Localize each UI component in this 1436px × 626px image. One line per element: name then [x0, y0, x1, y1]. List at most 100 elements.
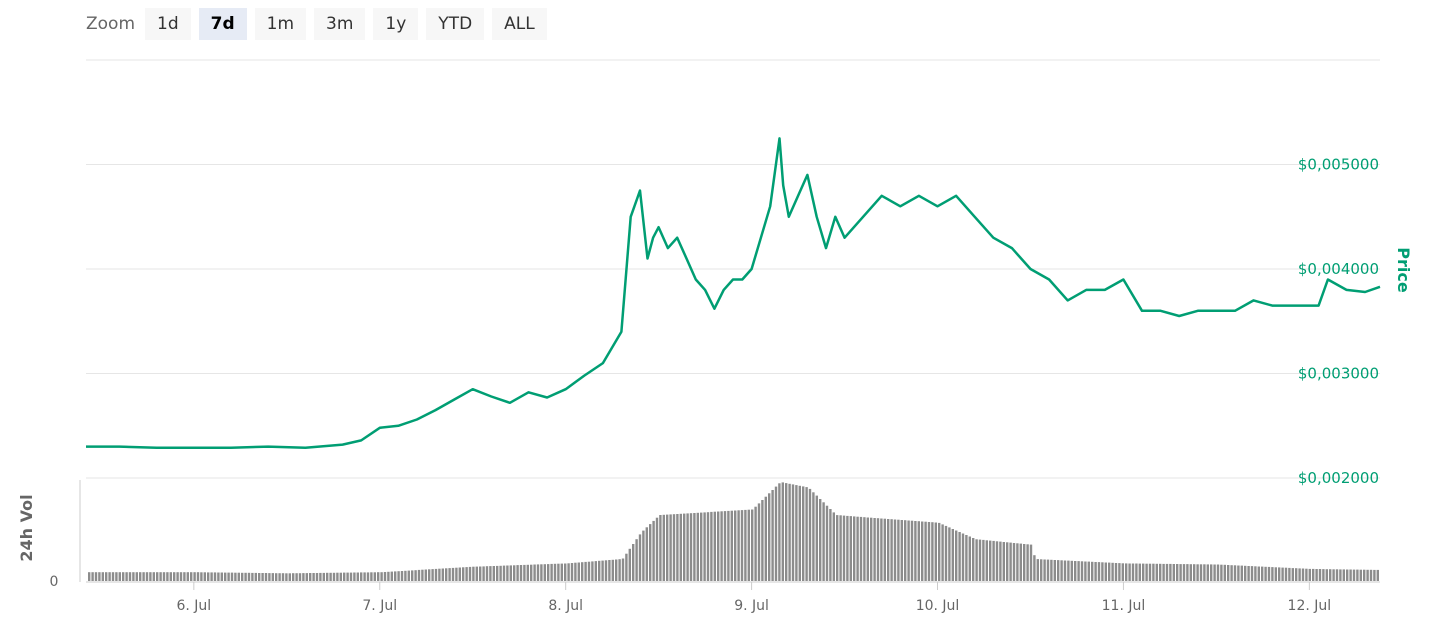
volume-bar	[764, 496, 767, 581]
volume-bar	[547, 564, 550, 581]
volume-bar	[880, 518, 883, 581]
volume-bar	[271, 573, 274, 581]
volume-bar	[1329, 569, 1332, 581]
volume-bar	[812, 492, 815, 581]
volume-bar	[190, 572, 193, 581]
volume-bar	[1043, 559, 1046, 581]
volume-bar	[574, 562, 577, 581]
volume-bar	[625, 553, 628, 581]
volume-bar	[159, 572, 162, 581]
volume-bar	[1230, 565, 1233, 581]
zoom-1d-button[interactable]: 1d	[145, 8, 191, 40]
volume-bar	[859, 516, 863, 581]
volume-bar	[356, 572, 359, 581]
volume-bar	[1121, 563, 1124, 581]
volume-bar	[152, 572, 155, 581]
volume-bar	[907, 520, 910, 581]
volume-bar	[655, 517, 659, 581]
volume-bar	[893, 519, 897, 581]
volume-bar	[543, 564, 546, 581]
volume-bar	[475, 566, 478, 581]
volume-bar	[846, 515, 849, 581]
volume-bar	[404, 570, 407, 581]
volume-bar	[1176, 564, 1179, 581]
volume-bar	[598, 560, 601, 581]
volume-bar	[380, 572, 383, 581]
volume-bar	[1356, 569, 1359, 581]
volume-bar	[839, 515, 842, 581]
volume-bar	[659, 515, 662, 581]
volume-bar	[213, 572, 217, 581]
volume-bar	[1012, 543, 1016, 581]
zoom-ytd-button[interactable]: YTD	[426, 8, 485, 40]
volume-bar	[863, 517, 866, 581]
volume-bar	[679, 513, 682, 581]
volume-bar	[1352, 569, 1356, 581]
volume-bar	[1101, 562, 1104, 581]
volume-bar	[802, 486, 805, 581]
volume-bar	[1267, 566, 1271, 581]
volume-bar	[710, 511, 713, 581]
zoom-bar: Zoom 1d 7d 1m 3m 1y YTD ALL	[86, 8, 555, 40]
volume-bar	[1033, 555, 1036, 581]
volume-bar	[332, 572, 336, 581]
volume-zero-tick: 0	[50, 574, 59, 590]
volume-bar	[339, 572, 342, 581]
volume-bar	[1288, 567, 1291, 581]
volume-bar	[1244, 565, 1247, 581]
volume-bar	[88, 572, 91, 581]
zoom-7d-button[interactable]: 7d	[198, 8, 247, 40]
volume-bar	[496, 565, 499, 581]
zoom-1m-button[interactable]: 1m	[254, 8, 307, 40]
volume-bar	[258, 573, 261, 581]
volume-bar	[1186, 564, 1189, 581]
volume-bar	[1029, 544, 1033, 581]
volume-bar	[734, 510, 737, 581]
volume-bar	[788, 483, 791, 581]
volume-bar	[1363, 569, 1366, 581]
x-tick-label: 11. Jul	[1102, 598, 1146, 614]
volume-bar	[128, 572, 132, 581]
volume-bar	[632, 544, 635, 581]
volume-bar	[805, 487, 808, 581]
volume-bar	[948, 527, 951, 581]
zoom-all-button[interactable]: ALL	[492, 8, 547, 40]
volume-bar	[445, 568, 448, 581]
volume-bar	[482, 566, 485, 581]
volume-bar	[1315, 569, 1318, 581]
volume-bar	[927, 522, 931, 581]
volume-bar	[227, 572, 230, 581]
volume-bar	[1023, 544, 1026, 581]
volume-bar	[98, 572, 101, 581]
volume-bar	[819, 499, 822, 581]
volume-bar	[700, 512, 703, 581]
volume-bar	[319, 572, 322, 581]
volume-bar	[479, 566, 482, 581]
volume-bar	[1019, 543, 1022, 581]
zoom-1y-button[interactable]: 1y	[373, 8, 419, 40]
volume-bar	[523, 564, 526, 581]
volume-bar	[921, 521, 924, 581]
volume-bar	[1131, 563, 1135, 581]
zoom-3m-button[interactable]: 3m	[314, 8, 366, 40]
volume-bar	[1091, 561, 1094, 581]
volume-bar	[210, 572, 213, 581]
volume-bar	[1308, 568, 1311, 581]
volume-bar	[713, 511, 716, 581]
volume-bar	[570, 563, 574, 581]
x-tick-label: 10. Jul	[916, 598, 960, 614]
volume-bar	[343, 572, 346, 581]
price-grid	[86, 59, 1380, 479]
volume-bar	[1165, 563, 1169, 581]
volume-bar	[989, 540, 992, 581]
volume-bar	[462, 567, 465, 581]
volume-bar	[825, 505, 829, 581]
volume-bar	[876, 518, 880, 581]
volume-bar	[615, 559, 618, 581]
volume-bar	[115, 572, 118, 581]
volume-bar	[774, 486, 778, 581]
volume-bar	[516, 565, 519, 581]
volume-bar	[1250, 566, 1254, 581]
price-line[interactable]	[86, 137, 1381, 449]
